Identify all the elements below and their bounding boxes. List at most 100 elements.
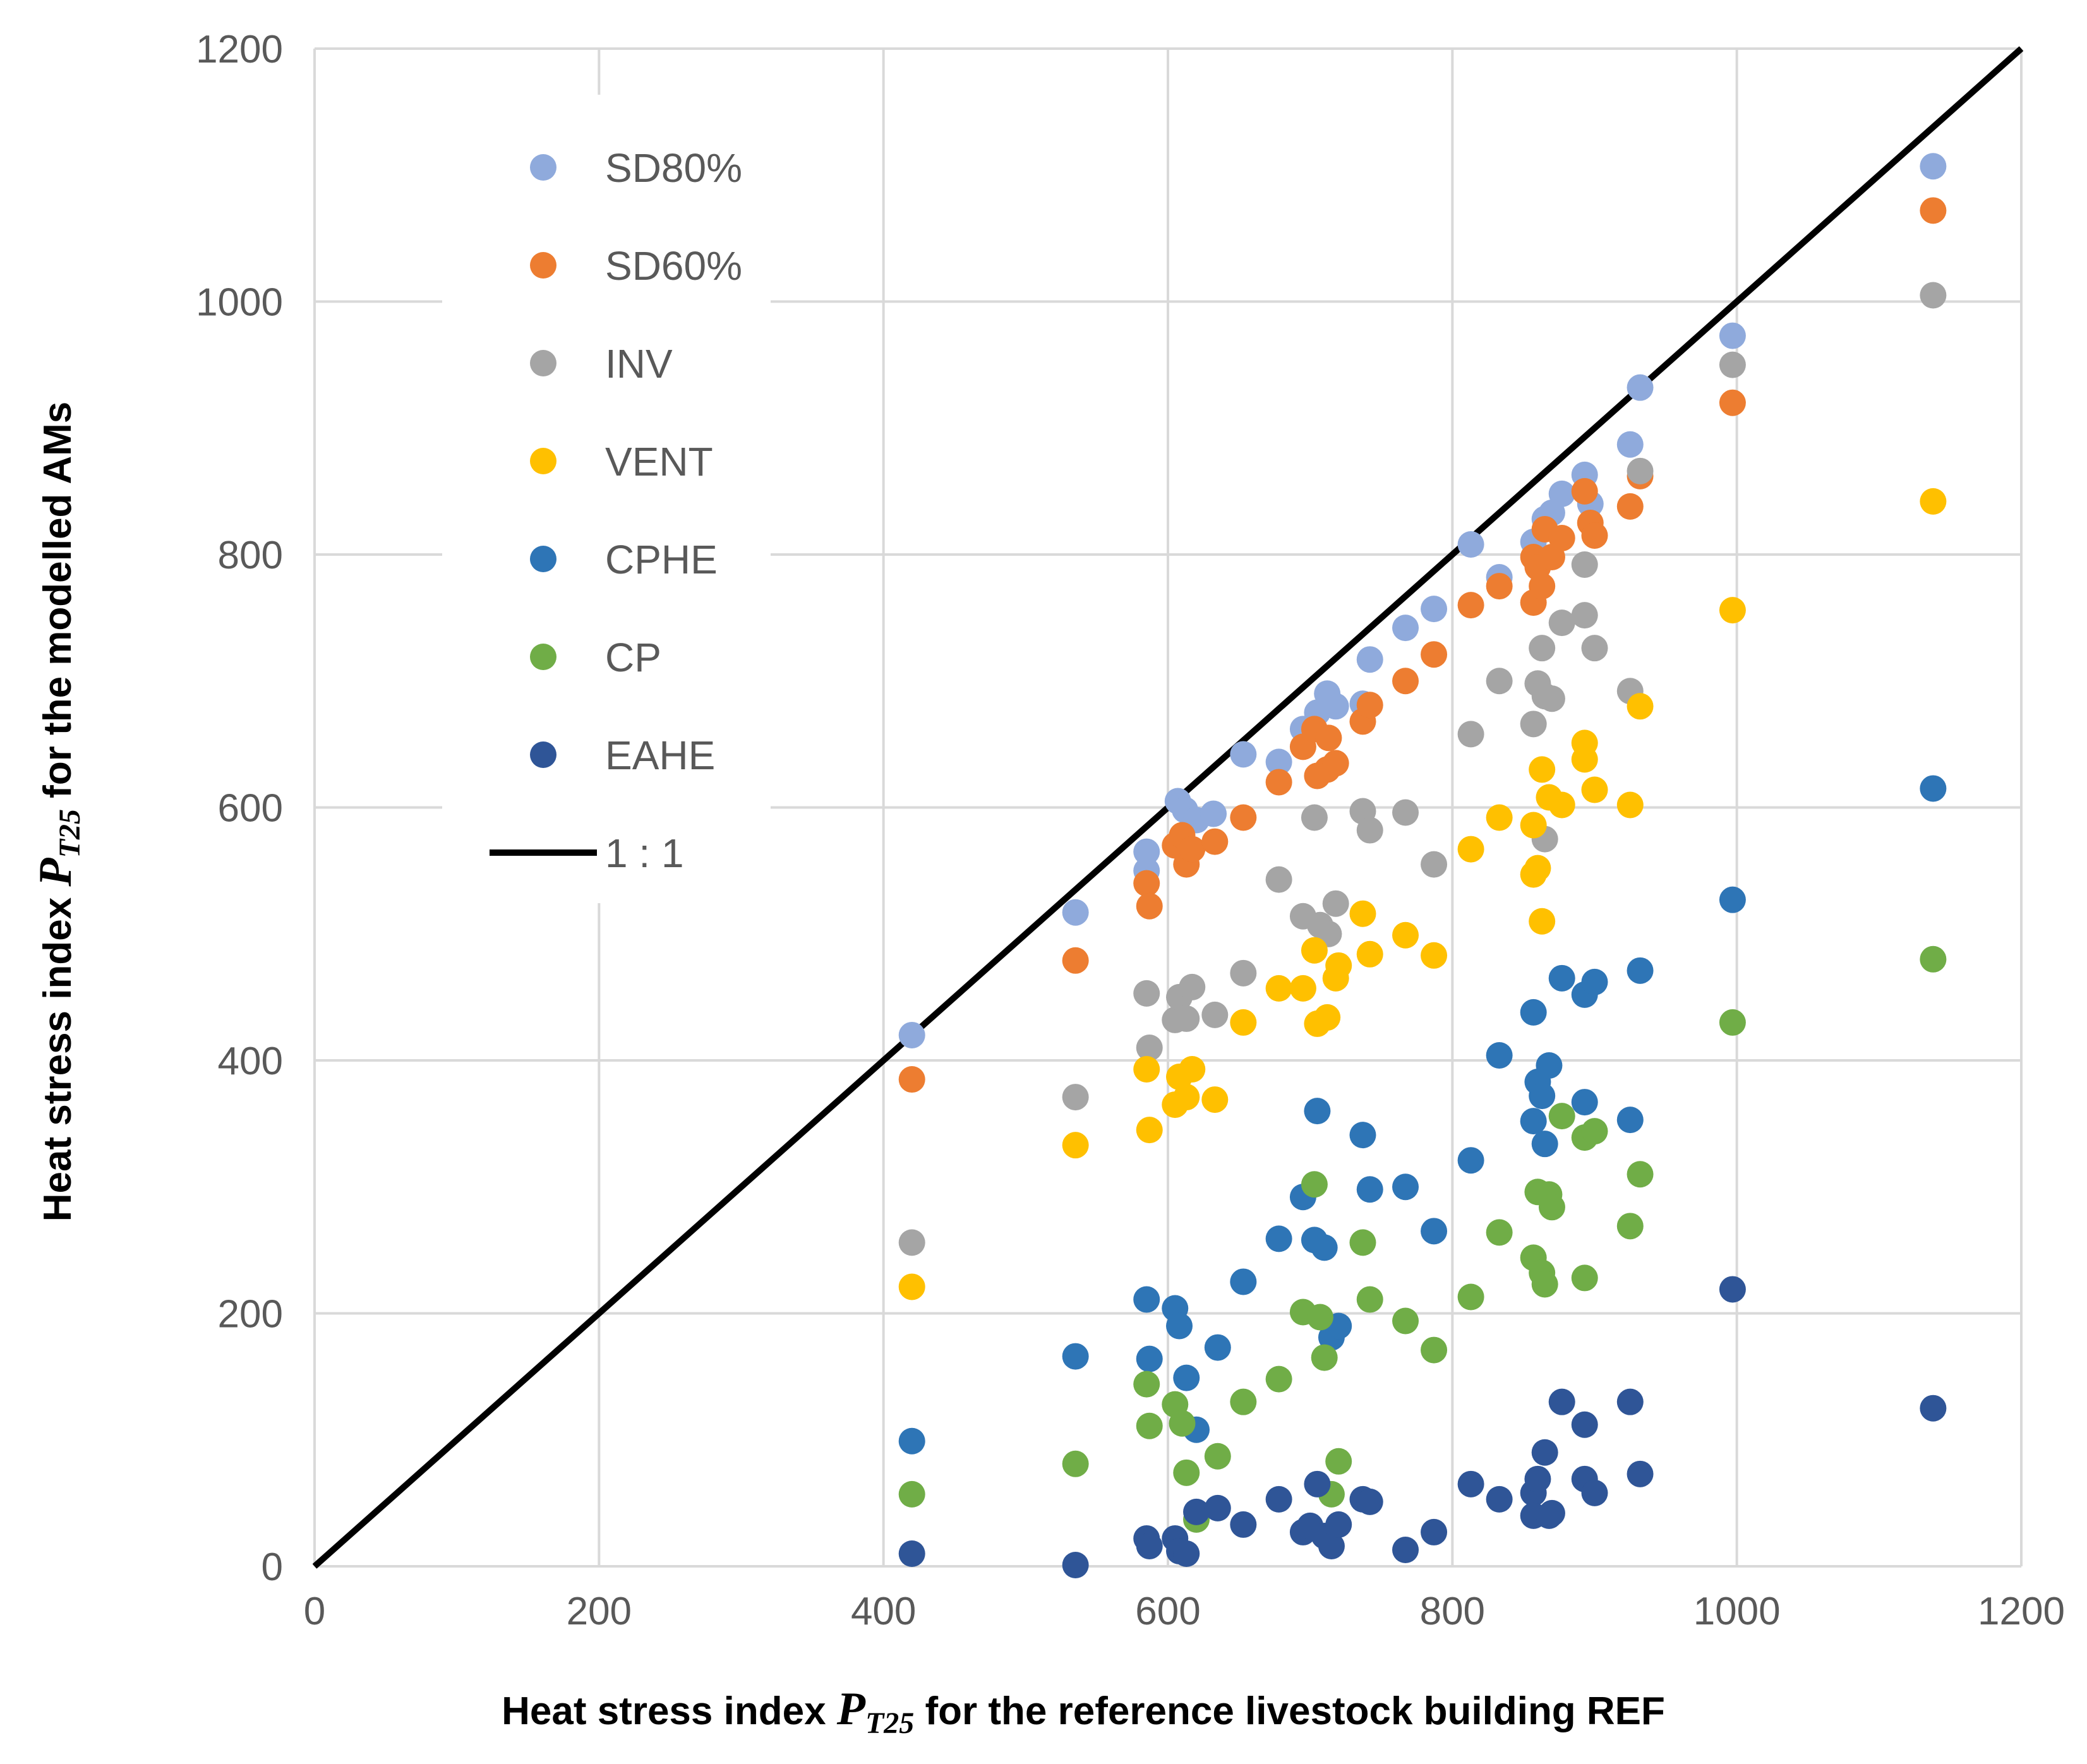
data-point — [1392, 1307, 1419, 1335]
data-point — [1204, 1334, 1231, 1361]
data-point — [1616, 791, 1644, 819]
data-point — [1616, 431, 1644, 458]
data-point — [1627, 693, 1654, 720]
data-point — [1133, 1056, 1160, 1083]
data-point — [1133, 980, 1160, 1007]
data-point — [1265, 1225, 1292, 1252]
data-point — [1230, 1388, 1257, 1415]
data-point — [1571, 1089, 1598, 1116]
data-point — [898, 1229, 925, 1256]
data-point — [1520, 812, 1547, 839]
data-point — [1289, 975, 1316, 1002]
data-point — [1230, 741, 1257, 768]
data-point — [1230, 1268, 1257, 1295]
data-point — [1265, 748, 1292, 776]
x-tick-label: 200 — [567, 1590, 632, 1633]
data-point — [1548, 480, 1575, 507]
data-point — [1356, 817, 1383, 844]
y-tick-label: 600 — [218, 787, 283, 831]
data-point — [1325, 1511, 1352, 1538]
data-point — [1356, 1176, 1383, 1203]
data-point — [1169, 1410, 1196, 1437]
data-point — [1486, 1219, 1513, 1246]
data-point — [1421, 942, 1448, 969]
y-axis-title-prefix: Heat stress index — [36, 887, 80, 1222]
data-point — [1457, 1283, 1484, 1311]
data-point — [1201, 1001, 1229, 1028]
legend-marker — [530, 350, 556, 376]
x-axis-title-prefix: Heat stress index — [502, 1689, 837, 1733]
y-tick-label: 200 — [218, 1293, 283, 1336]
data-point — [1301, 937, 1328, 964]
data-point — [1062, 1343, 1089, 1370]
tick-labels: 0 200 400 600 800 1000 1200 0 200 400 600 800 1000 12… — [196, 28, 2065, 1633]
data-point — [1133, 838, 1160, 865]
data-point — [1265, 1485, 1292, 1513]
data-point — [1421, 851, 1448, 878]
data-point — [1311, 1234, 1338, 1261]
data-point — [1719, 886, 1746, 913]
data-point — [1571, 1264, 1598, 1292]
data-point — [1265, 1365, 1292, 1393]
data-point — [1421, 596, 1448, 623]
data-point — [1325, 1448, 1352, 1475]
y-tick-label: 0 — [262, 1545, 283, 1589]
data-point — [898, 1066, 925, 1093]
data-point — [1179, 836, 1206, 863]
x-axis-title-suffix: for the reference livestock building REF — [914, 1689, 1665, 1733]
data-point — [1356, 940, 1383, 968]
data-point — [1201, 828, 1229, 855]
data-point — [1581, 968, 1608, 995]
y-tick-label: 800 — [218, 534, 283, 577]
data-point — [1265, 769, 1292, 796]
data-point — [1062, 1450, 1089, 1477]
data-point — [1204, 1443, 1231, 1470]
legend-label: SD80% — [605, 145, 742, 191]
data-point — [1304, 1470, 1331, 1497]
data-point — [1421, 641, 1448, 668]
data-point — [1230, 959, 1257, 987]
data-point — [1392, 615, 1419, 642]
y-tick-label: 1200 — [196, 28, 283, 71]
y-axis-title-symbol: P — [30, 858, 81, 887]
data-point — [1062, 1132, 1089, 1159]
data-point — [1136, 1532, 1163, 1559]
data-point — [1531, 1439, 1558, 1466]
data-point — [1616, 1213, 1644, 1240]
data-point — [1920, 153, 1947, 180]
data-point — [1548, 524, 1575, 551]
data-point — [1173, 1459, 1200, 1486]
data-point — [1548, 1103, 1575, 1130]
data-point — [1173, 1540, 1200, 1567]
data-point — [1179, 1056, 1206, 1083]
data-point — [1719, 1009, 1746, 1036]
data-point — [1627, 1460, 1654, 1487]
data-point — [1306, 1304, 1333, 1331]
series-VENT — [898, 488, 1947, 1300]
legend-marker — [530, 154, 556, 181]
data-point — [898, 1540, 925, 1567]
data-point — [1062, 1084, 1089, 1111]
y-axis-title-subscript: T25 — [53, 809, 87, 858]
series-SD60% — [898, 197, 1947, 1093]
data-point — [1204, 1494, 1231, 1521]
data-point — [1136, 1345, 1163, 1372]
data-point — [1581, 522, 1608, 549]
x-tick-label: 1000 — [1693, 1590, 1781, 1633]
data-point — [1457, 1147, 1484, 1174]
data-point — [1520, 711, 1547, 738]
data-point — [1486, 573, 1513, 600]
data-point — [1616, 493, 1644, 520]
data-point — [1548, 791, 1575, 819]
data-point — [1322, 750, 1349, 777]
data-point — [1062, 1551, 1089, 1578]
data-point — [1457, 592, 1484, 619]
y-tick-label: 400 — [218, 1040, 283, 1083]
legend-marker — [530, 448, 556, 474]
legend-marker — [530, 252, 556, 279]
data-point — [1230, 1009, 1257, 1036]
data-point — [1920, 282, 1947, 309]
data-point — [1486, 1485, 1513, 1513]
